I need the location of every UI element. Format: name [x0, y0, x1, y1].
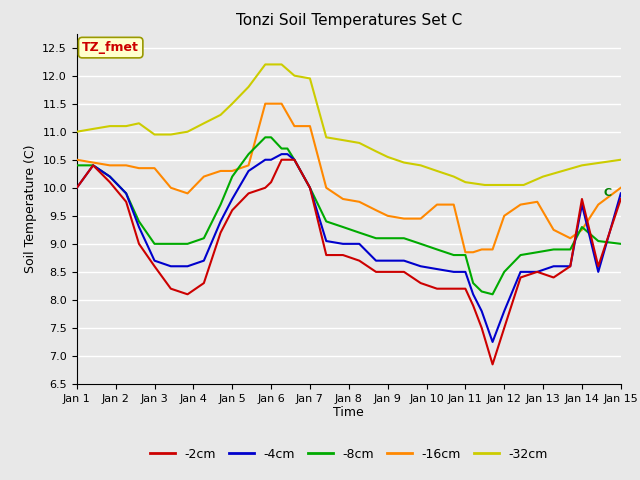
X-axis label: Time: Time	[333, 407, 364, 420]
Y-axis label: Soil Temperature (C): Soil Temperature (C)	[24, 144, 36, 273]
Title: Tonzi Soil Temperatures Set C: Tonzi Soil Temperatures Set C	[236, 13, 462, 28]
Legend: -2cm, -4cm, -8cm, -16cm, -32cm: -2cm, -4cm, -8cm, -16cm, -32cm	[145, 443, 553, 466]
Text: TZ_fmet: TZ_fmet	[82, 41, 139, 54]
Text: C: C	[604, 188, 611, 198]
